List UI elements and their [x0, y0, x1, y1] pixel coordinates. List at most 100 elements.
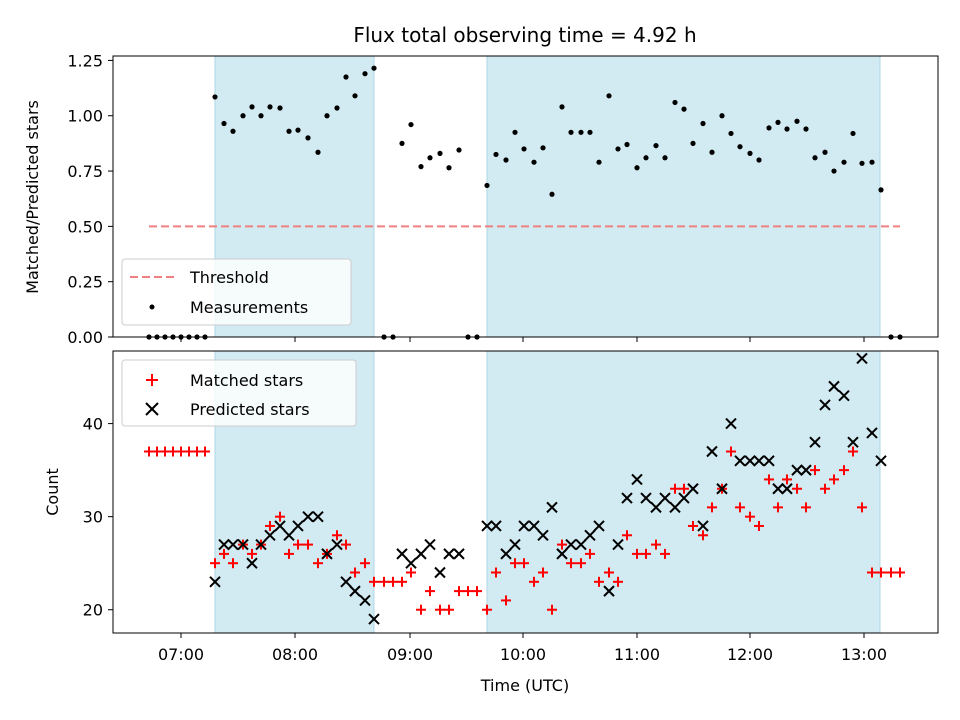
- matched-point: [284, 548, 294, 559]
- matched-point: [303, 539, 313, 550]
- matched-point: [444, 604, 454, 615]
- measurement-point: [249, 104, 255, 110]
- matched-point: [839, 465, 849, 476]
- predicted-point: [716, 483, 728, 495]
- predicted-point: [349, 585, 361, 597]
- measurement-point: [737, 144, 743, 150]
- matched-point: [773, 502, 783, 513]
- matched-point: [491, 567, 501, 578]
- top-y-tick-label: 0.50: [67, 217, 103, 236]
- predicted-point: [312, 510, 324, 523]
- matched-point: [416, 604, 426, 615]
- matched-legend-label: Matched stars: [190, 371, 303, 390]
- x-tick-label: 10:00: [500, 645, 546, 664]
- predicted-point: [500, 548, 512, 560]
- matched-point: [810, 465, 820, 476]
- predicted-point: [321, 548, 333, 560]
- predicted-point: [368, 613, 380, 625]
- predicted-point: [255, 538, 267, 551]
- matched-point: [519, 558, 529, 569]
- matched-point: [454, 586, 464, 597]
- predicted-point: [537, 529, 549, 541]
- predicted-point: [246, 557, 258, 569]
- predicted-point: [706, 445, 718, 458]
- measurement-point: [812, 155, 818, 161]
- matched-point: [360, 558, 370, 569]
- matched-point: [848, 446, 858, 457]
- matched-point: [425, 586, 435, 597]
- measurement-point: [615, 146, 621, 152]
- measurement-point: [362, 71, 368, 77]
- matched-point: [867, 567, 877, 578]
- measurement-point: [728, 130, 734, 137]
- predicted-point: [415, 548, 427, 560]
- matched-point: [613, 576, 623, 587]
- measurement-point: [305, 135, 311, 141]
- measurement-point: [653, 143, 659, 149]
- measurement-point: [568, 129, 574, 135]
- matched-point: [529, 576, 539, 587]
- bottom-axes-frame: [112, 350, 939, 634]
- measurement-point: [662, 155, 668, 161]
- top-y-tick-label: 0.00: [67, 328, 103, 347]
- top-legend-box: [121, 258, 352, 326]
- measurement-point: [540, 145, 546, 151]
- predicted-point: [603, 585, 615, 597]
- measurement-point: [587, 129, 593, 135]
- measurement-point: [559, 104, 565, 110]
- measurement-point: [831, 168, 837, 174]
- predicted-point: [218, 538, 230, 551]
- matched-point: [886, 567, 896, 578]
- matched-point: [210, 558, 220, 569]
- measurement-point: [643, 155, 649, 161]
- predicted-point: [838, 389, 850, 402]
- matched-point: [228, 558, 238, 569]
- predicted-legend-label: Predicted stars: [190, 400, 310, 419]
- matched-point: [501, 595, 511, 606]
- predicted-point: [800, 464, 812, 476]
- measurement-point: [756, 157, 762, 163]
- matched-point: [313, 558, 323, 569]
- top-axes-frame: [112, 55, 939, 338]
- matched-point: [332, 530, 342, 541]
- matched-point: [604, 567, 614, 578]
- predicted-point: [283, 529, 295, 541]
- predicted-point: [819, 399, 831, 411]
- predicted-point: [424, 538, 436, 551]
- matched-point: [801, 502, 811, 513]
- predicted-point: [237, 538, 249, 551]
- predicted-point: [593, 520, 605, 532]
- predicted-point: [828, 380, 840, 393]
- matched-point: [585, 548, 595, 559]
- x-tick-label: 11:00: [614, 645, 660, 664]
- matched-point: [754, 520, 764, 531]
- matched-point: [782, 474, 792, 485]
- measurement-point: [315, 149, 321, 155]
- matched-point: [764, 474, 774, 485]
- x-tick-label: 13:00: [841, 645, 887, 664]
- matched-point: [726, 446, 736, 457]
- predicted-point: [518, 520, 530, 532]
- matched-point: [707, 502, 717, 513]
- measurement-point: [503, 157, 509, 163]
- predicted-point: [443, 548, 455, 560]
- measurement-point: [596, 159, 602, 165]
- matched-point: [341, 539, 351, 550]
- measurement-points: [146, 65, 903, 340]
- predicted-point: [481, 520, 493, 532]
- measurement-point: [437, 150, 443, 156]
- measurement-point: [484, 182, 490, 189]
- matched-point: [406, 567, 416, 578]
- top-ticks: 0.00 0.25 0.50 0.75 1.00 1.25: [67, 51, 865, 347]
- measurement-point: [324, 113, 330, 119]
- predicted-point: [546, 501, 558, 514]
- matched-point: [200, 446, 210, 457]
- measurement-point: [343, 74, 349, 80]
- predicted-point: [791, 464, 803, 476]
- measurement-point: [690, 140, 696, 146]
- predicted-point: [453, 548, 465, 560]
- bottom-y-axis-label: Count: [43, 468, 62, 516]
- matched-point: [275, 511, 285, 522]
- x-tick-label: 08:00: [272, 645, 318, 664]
